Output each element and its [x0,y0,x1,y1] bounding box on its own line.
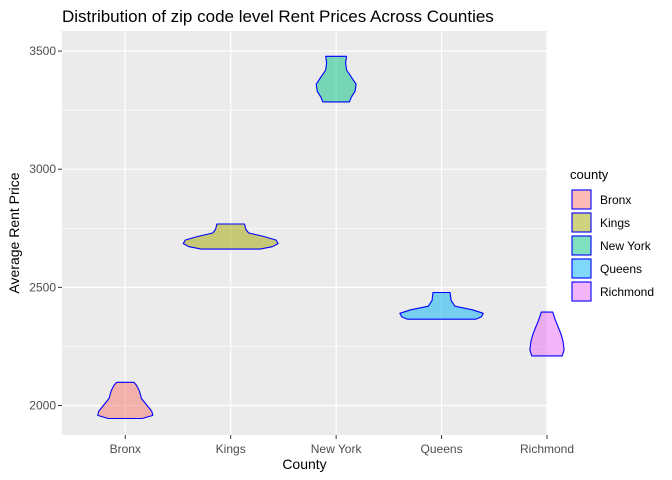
legend-label-new-york: New York [600,239,652,253]
legend-swatch-new-york [571,235,592,256]
legend-swatch-queens [571,258,592,279]
legend: county Bronx Kings New York Queens Richmond [570,167,654,302]
chart-title: Distribution of zip code level Rent Pric… [62,7,494,26]
y-axis: 2000 2500 3000 3500 [29,44,62,412]
x-axis-title: County [282,456,326,472]
legend-label-kings: Kings [600,216,630,230]
violin-bronx [97,381,154,420]
legend-title: county [570,167,609,182]
y-tick-label: 2500 [29,280,56,294]
x-tick-label: Queens [421,442,463,456]
y-tick-label: 3500 [29,44,56,58]
violin-queens [399,291,484,320]
plot-panel [62,31,547,435]
legend-label-bronx: Bronx [600,193,631,207]
x-tick-label: Kings [216,442,246,456]
violin-new-york [315,55,357,103]
legend-swatch-richmond [571,281,592,302]
legend-swatch-bronx [571,189,592,210]
y-tick-label: 3000 [29,162,56,176]
x-axis: Bronx Kings New York Queens Richmond [110,435,574,456]
y-axis-title: Average Rent Price [6,172,22,293]
x-tick-label: New York [311,442,363,456]
x-tick-label: Richmond [520,442,574,456]
violin-kings [182,223,279,250]
legend-swatch-kings [571,212,592,233]
y-tick-label: 2000 [29,398,56,412]
x-tick-label: Bronx [110,442,141,456]
legend-label-queens: Queens [600,262,642,276]
legend-label-richmond: Richmond [600,285,654,299]
violins [97,55,565,420]
violin-richmond [529,311,565,357]
